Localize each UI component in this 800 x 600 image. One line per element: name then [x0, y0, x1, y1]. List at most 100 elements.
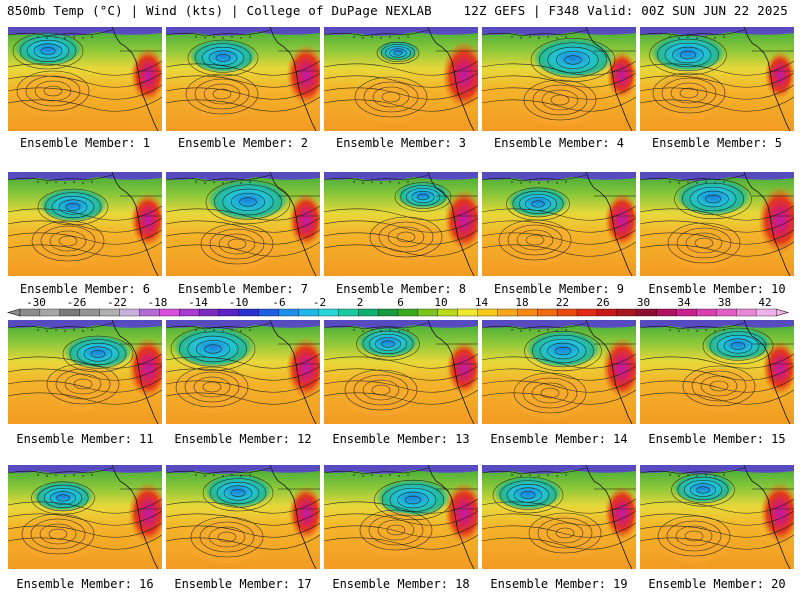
ensemble-map-panel	[324, 172, 478, 276]
colorbar-swatch	[139, 308, 160, 317]
ensemble-map-panel	[166, 27, 320, 131]
colorbar-swatch	[318, 308, 339, 317]
colorbar-swatch	[79, 308, 101, 317]
colorbar-tick-label: 38	[718, 296, 731, 309]
ensemble-member-label: Ensemble Member: 9	[493, 282, 625, 296]
ensemble-member-label: Ensemble Member: 17	[174, 577, 312, 591]
ensemble-member-label: Ensemble Member: 12	[174, 432, 312, 446]
colorbar-swatch	[59, 308, 81, 317]
temperature-wind-map	[324, 465, 478, 569]
colorbar-swatch	[437, 308, 459, 317]
ensemble-member-label: Ensemble Member: 13	[332, 432, 470, 446]
ensemble-map-panel	[640, 465, 794, 569]
colorbar-swatch	[19, 308, 41, 317]
colorbar-swatch	[696, 308, 717, 317]
ensemble-member-label: Ensemble Member: 7	[177, 282, 309, 296]
chart-title: 850mb Temp (°C) | Wind (kts) | College o…	[7, 3, 432, 18]
colorbar-swatch	[159, 308, 180, 317]
ensemble-map-panel	[482, 172, 636, 276]
colorbar-swatch	[676, 308, 697, 317]
temperature-wind-map	[640, 465, 794, 569]
temperature-wind-map	[166, 465, 320, 569]
temperature-wind-map	[640, 320, 794, 424]
ensemble-map-panel	[640, 320, 794, 424]
temperature-wind-map	[482, 320, 636, 424]
temperature-wind-map	[324, 320, 478, 424]
temperature-wind-map	[482, 172, 636, 276]
colorbar-swatch	[517, 308, 538, 317]
colorbar-swatch	[178, 308, 200, 317]
colorbar-tick-label: 14	[475, 296, 489, 309]
ensemble-map-panel	[324, 320, 478, 424]
ensemble-member-label: Ensemble Member: 16	[16, 577, 154, 591]
ensemble-member-label: Ensemble Member: 2	[177, 136, 309, 150]
run-valid-time: 12Z GEFS | F348 Valid: 00Z SUN JUN 22 20…	[463, 3, 788, 18]
colorbar-tick-label: 6	[397, 296, 404, 309]
ensemble-member-label: Ensemble Member: 20	[648, 577, 786, 591]
ensemble-map-panel	[166, 172, 320, 276]
colorbar-swatch	[119, 308, 140, 317]
colorbar-swatch	[298, 308, 319, 317]
colorbar-swatch	[238, 308, 260, 317]
colorbar-swatch	[636, 308, 658, 317]
colorbar-tick-label: -18	[148, 296, 168, 309]
colorbar-min-arrow	[6, 308, 21, 317]
ensemble-member-label: Ensemble Member: 4	[493, 136, 625, 150]
colorbar-swatch	[198, 308, 220, 317]
ensemble-member-label: Ensemble Member: 8	[335, 282, 467, 296]
ensemble-map-panel	[8, 172, 162, 276]
colorbar-tick-label: 22	[556, 296, 569, 309]
colorbar-tick-label: 42	[758, 296, 771, 309]
temperature-wind-map	[166, 172, 320, 276]
temperature-wind-map	[8, 172, 162, 276]
colorbar-swatch	[358, 308, 379, 317]
ensemble-map-panel	[166, 320, 320, 424]
colorbar-swatch	[497, 308, 518, 317]
colorbar-swatch	[556, 308, 578, 317]
ensemble-member-label: Ensemble Member: 11	[16, 432, 154, 446]
ensemble-map-panel	[324, 27, 478, 131]
colorbar-swatch	[537, 308, 558, 317]
ensemble-member-label: Ensemble Member: 1	[19, 136, 151, 150]
colorbar-swatch	[397, 308, 419, 317]
ensemble-map-panel	[324, 465, 478, 569]
temperature-wind-map	[8, 465, 162, 569]
colorbar-max-arrow	[775, 308, 790, 317]
temperature-wind-map	[482, 27, 636, 131]
colorbar-swatch	[99, 308, 120, 317]
colorbar-swatch	[39, 308, 61, 317]
temperature-wind-map	[8, 27, 162, 131]
colorbar-swatch	[258, 308, 280, 317]
ensemble-map-panel	[8, 320, 162, 424]
temperature-wind-map	[324, 172, 478, 276]
colorbar-tick-label: -6	[272, 296, 285, 309]
temperature-wind-map	[324, 27, 478, 131]
ensemble-map-panel	[8, 465, 162, 569]
temperature-wind-map	[482, 465, 636, 569]
ensemble-map-panel	[166, 465, 320, 569]
ensemble-map-panel	[482, 27, 636, 131]
colorbar-swatch	[338, 308, 359, 317]
ensemble-member-label: Ensemble Member: 3	[335, 136, 467, 150]
temperature-colorbar: -30 -26 -22 -18 -14 -10 -6 -2 2 6 10 14 18 22 26 30 34 38…	[0, 295, 800, 321]
ensemble-map-panel	[640, 27, 794, 131]
colorbar-swatch	[477, 308, 498, 317]
colorbar-swatch	[656, 308, 678, 317]
colorbar-tick-label: 34	[677, 296, 691, 309]
colorbar-swatch	[616, 308, 638, 317]
colorbar-swatch	[576, 308, 598, 317]
temperature-wind-map	[8, 320, 162, 424]
ensemble-member-label: Ensemble Member: 6	[19, 282, 151, 296]
ensemble-member-label: Ensemble Member: 15	[648, 432, 786, 446]
colorbar-tick-label: -10	[229, 296, 249, 309]
ensemble-map-panel	[482, 320, 636, 424]
ensemble-member-label: Ensemble Member: 14	[490, 432, 628, 446]
colorbar-swatch	[218, 308, 240, 317]
colorbar-tick-label: 18	[515, 296, 528, 309]
colorbar-swatch	[596, 308, 618, 317]
temperature-wind-map	[166, 320, 320, 424]
colorbar-tick-label: -22	[107, 296, 127, 309]
colorbar-swatch	[736, 308, 757, 317]
colorbar-swatch	[417, 308, 439, 317]
colorbar-swatch	[278, 308, 300, 317]
